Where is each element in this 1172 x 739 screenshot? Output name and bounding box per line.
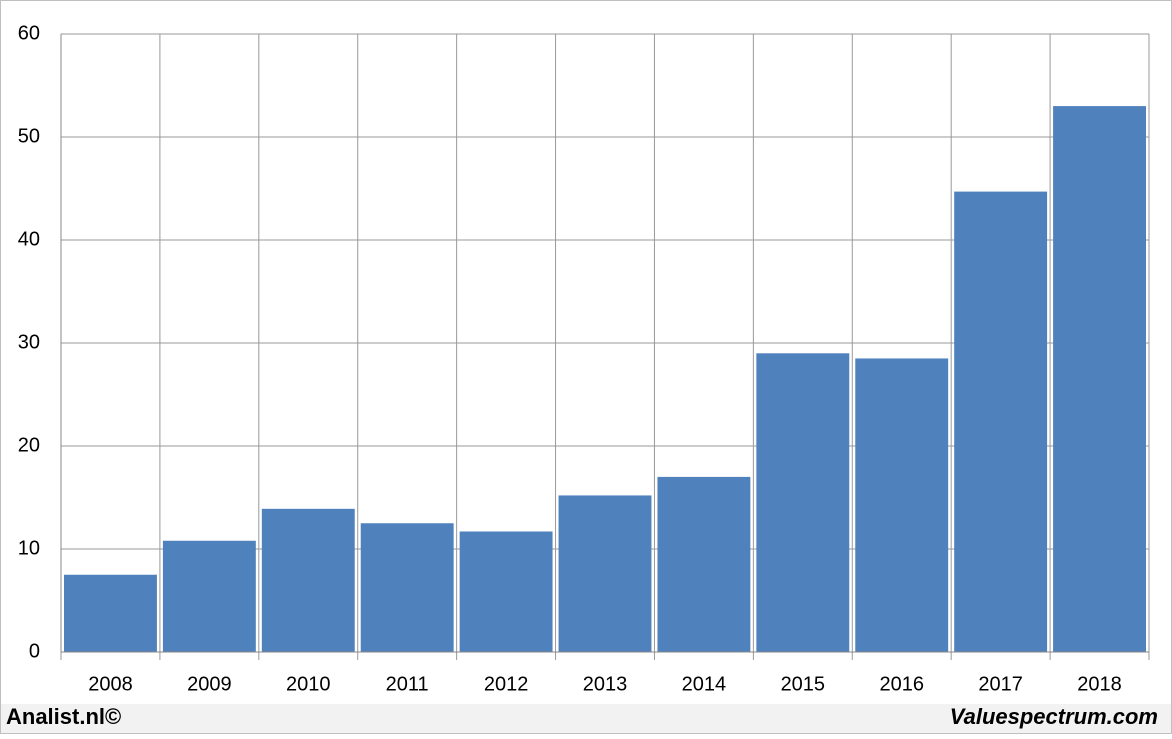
bar (756, 353, 850, 652)
bar (64, 574, 157, 652)
footer-bar (1, 704, 1171, 733)
bar (1053, 106, 1146, 653)
y-tick-label: 0 (29, 640, 40, 662)
footer-left: Analist.nl© (6, 704, 121, 729)
x-tick-label: 2017 (978, 673, 1023, 695)
bar (657, 476, 751, 652)
bar (459, 531, 553, 652)
bar (855, 358, 949, 652)
x-tick-label: 2008 (88, 673, 133, 695)
bar (558, 495, 652, 652)
x-tick-label: 2010 (286, 673, 331, 695)
x-tick-label: 2018 (1077, 673, 1122, 695)
x-tick-label: 2011 (386, 673, 429, 695)
x-tick-label: 2014 (682, 673, 727, 695)
y-tick-label: 50 (18, 125, 40, 147)
footer-right: Valuespectrum.com (950, 704, 1158, 729)
y-tick-label: 60 (18, 22, 40, 44)
y-tick-label: 20 (18, 434, 40, 456)
y-tick-label: 30 (18, 331, 40, 353)
y-tick-label: 40 (18, 228, 40, 250)
bar (162, 540, 256, 652)
x-tick-label: 2016 (879, 673, 924, 695)
y-tick-label: 10 (18, 537, 40, 559)
x-tick-label: 2009 (187, 673, 232, 695)
x-tick-label: 2012 (484, 673, 529, 695)
bar (360, 523, 454, 652)
bar (954, 191, 1048, 652)
x-tick-label: 2013 (583, 673, 628, 695)
x-tick-label: 2015 (781, 673, 826, 695)
bar (261, 508, 355, 652)
